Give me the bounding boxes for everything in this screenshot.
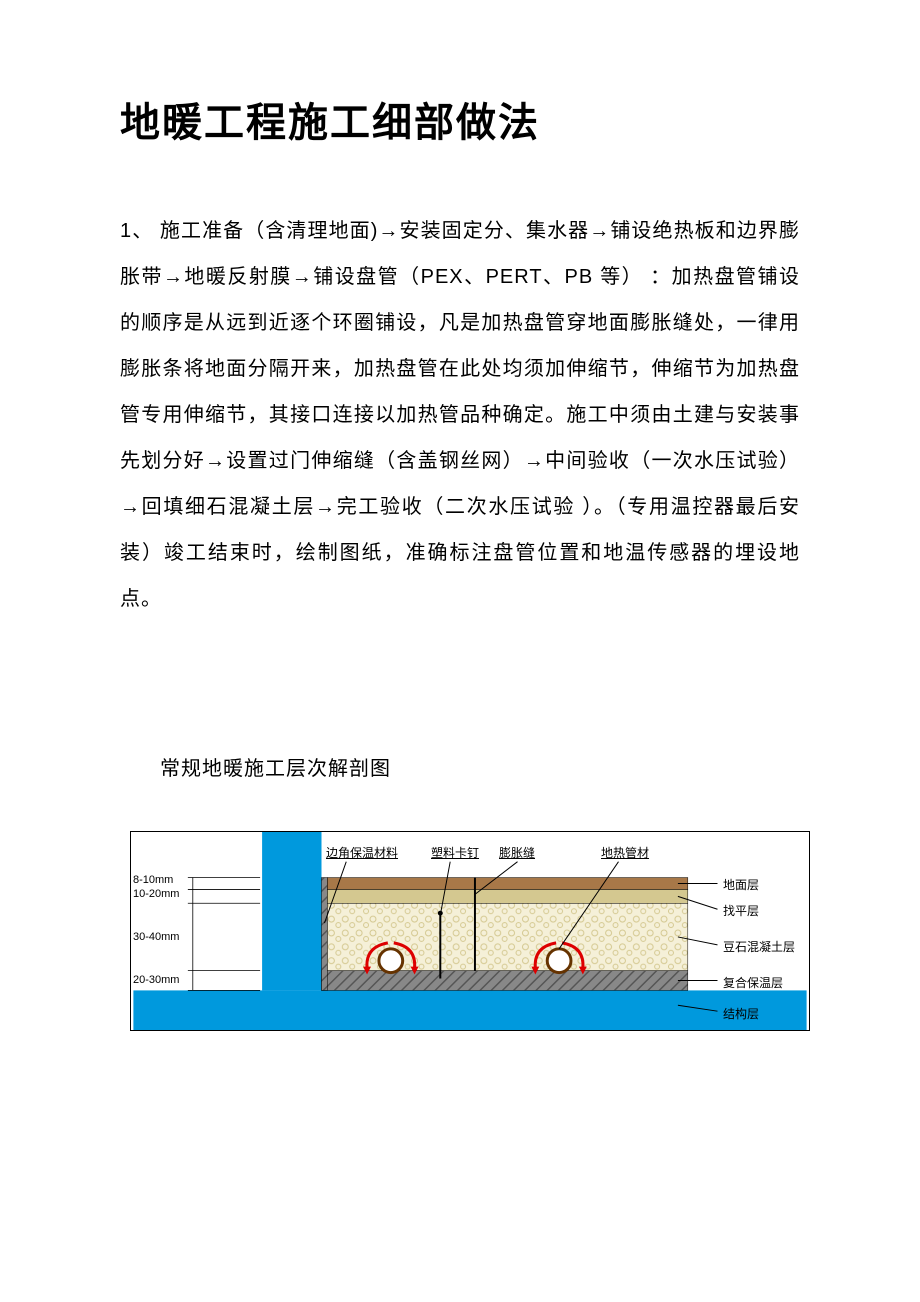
layer-label: 豆石混凝土层 — [723, 938, 795, 955]
top-annotation: 塑料卡钉 — [431, 844, 479, 861]
diagram-caption: 常规地暖施工层次解剖图 — [160, 752, 800, 781]
top-annotation: 地热管材 — [601, 844, 649, 861]
top-annotation: 边角保温材料 — [326, 844, 398, 861]
page-title: 地暖工程施工细部做法 — [120, 90, 800, 148]
body-paragraph: 1、 施工准备（含清理地面)→安装固定分、集水器→铺设绝热板和边界膨胀带→地暖反… — [120, 208, 800, 622]
cross-section-diagram: 8-10mm 10-20mm 30-40mm 20-30mm 边角保温材料 塑料卡钉 膨胀缝… — [130, 831, 810, 1031]
diagram-svg — [131, 832, 809, 1030]
layer-label: 复合保温层 — [723, 974, 783, 991]
layer-label: 地面层 — [723, 876, 759, 893]
dimension-label: 10-20mm — [133, 888, 179, 900]
dimension-label: 20-30mm — [133, 974, 179, 986]
top-annotation: 膨胀缝 — [499, 844, 535, 861]
dimension-label: 30-40mm — [133, 931, 179, 943]
layer-label: 结构层 — [723, 1005, 759, 1022]
dimension-label: 8-10mm — [133, 874, 173, 886]
layer-label: 找平层 — [723, 902, 759, 919]
